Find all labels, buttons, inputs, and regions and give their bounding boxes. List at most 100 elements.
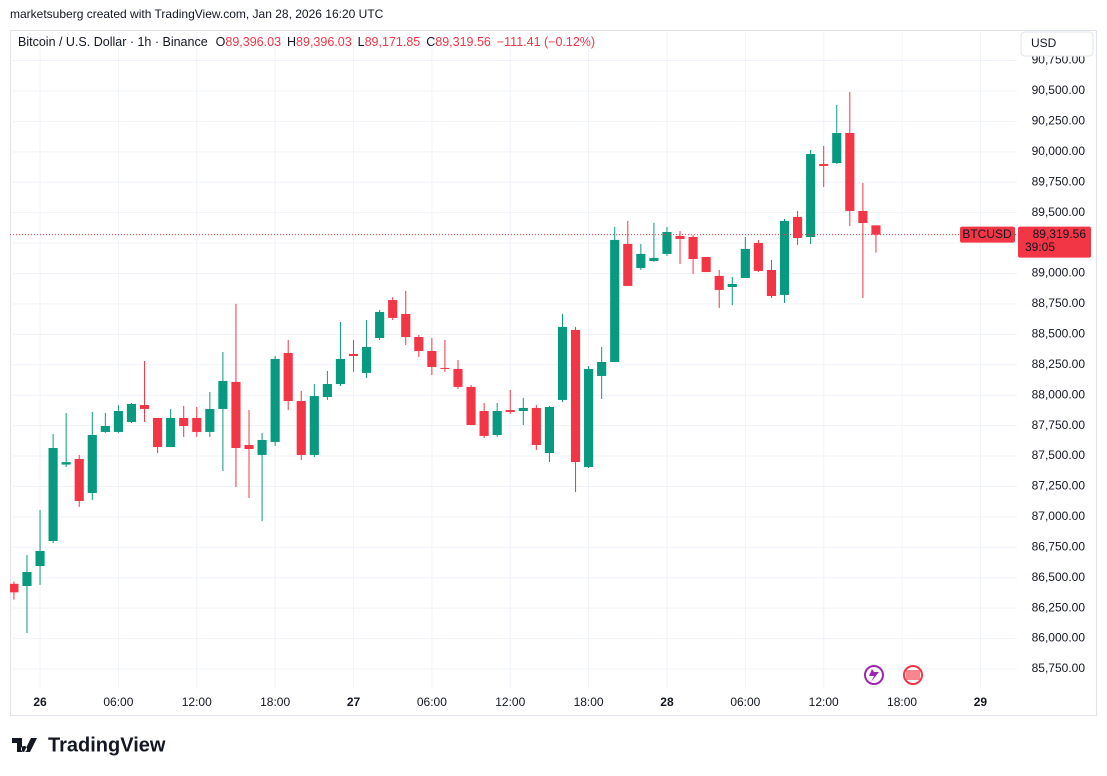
x-tick-label: 26 — [33, 695, 47, 709]
candle-body — [871, 225, 881, 235]
candle-body — [518, 407, 528, 412]
candle-body — [283, 352, 293, 402]
symbol-badge-text: BTCUSD — [962, 227, 1012, 241]
candle-body — [819, 163, 829, 166]
candle-body — [453, 368, 463, 387]
ohlc-value: 89,396.03 — [225, 35, 281, 49]
candle-body — [270, 358, 280, 442]
x-tick-label: 06:00 — [417, 695, 447, 709]
candle-body — [335, 358, 346, 384]
candle-body — [662, 232, 672, 254]
candle-body — [779, 220, 790, 295]
y-tick-label: 87,750.00 — [1032, 418, 1086, 432]
candle-body — [296, 401, 306, 455]
legend-text: Bitcoin / U.S. Dollar · 1h · Binance O89,… — [18, 35, 595, 49]
candle-body — [126, 403, 137, 422]
ohlc-value: 89,396.03 — [296, 35, 352, 49]
change: −111.41 (−0.12%) — [497, 35, 595, 49]
candle-body — [218, 380, 228, 409]
grid — [10, 30, 1017, 689]
candles — [10, 91, 1017, 633]
currency[interactable]: USD — [1031, 36, 1057, 50]
candle-body — [166, 417, 176, 448]
candle-body — [806, 154, 816, 237]
header: marketsuberg created with TradingView.co… — [10, 7, 384, 21]
candle-body — [322, 383, 332, 398]
y-tick-label: 88,750.00 — [1032, 296, 1086, 310]
logo-text: TradingView — [48, 734, 166, 756]
symbol-badge — [960, 226, 1015, 243]
candle-body — [61, 462, 71, 465]
candle-body — [205, 408, 215, 432]
candle-body — [688, 236, 698, 260]
y-tick-label: 86,750.00 — [1032, 539, 1086, 553]
x-tick-label: 27 — [347, 695, 361, 709]
candle-body — [257, 439, 267, 455]
pane-border — [10, 30, 1097, 716]
y-tick-label: 87,250.00 — [1032, 479, 1086, 493]
flag — [906, 670, 920, 680]
candle-body — [74, 458, 84, 501]
currency-button[interactable] — [1020, 31, 1094, 57]
candle-body — [649, 257, 659, 261]
candle-body — [139, 405, 150, 409]
candle-body — [22, 572, 32, 587]
candle-body — [505, 410, 515, 412]
candle-body — [401, 314, 411, 338]
candle-body — [845, 132, 855, 211]
candle-body — [623, 243, 633, 286]
candle-body — [714, 275, 724, 290]
candle-body — [375, 311, 385, 339]
x-tick-label: 18:00 — [887, 695, 917, 709]
x-tick-label: 18:00 — [574, 695, 604, 709]
symbol: Bitcoin / U.S. Dollar · 1h · Binance — [18, 35, 208, 49]
candle-body — [636, 253, 646, 269]
ohlc-key: H — [287, 35, 296, 49]
candle-body — [675, 236, 685, 239]
candle-body — [701, 256, 711, 273]
y-axis: 85,750.00 86,000.00 86,250.00 86,500.00 86,7… — [1032, 56, 1086, 675]
candle-body — [427, 351, 437, 367]
legend: Bitcoin / U.S. Dollar · 1h · Binance O89,… — [18, 35, 595, 49]
y-tick-label: 89,750.00 — [1032, 174, 1086, 188]
candle-body — [361, 347, 372, 373]
x-tick-label: 06:00 — [730, 695, 760, 709]
y-tick-label: 88,500.00 — [1032, 327, 1086, 341]
candle-body — [388, 300, 398, 318]
icons — [864, 665, 923, 685]
candle-body — [440, 367, 450, 369]
ohlc-key: C — [426, 35, 435, 49]
candle-body — [832, 132, 842, 164]
y-tick-label: 87,500.00 — [1032, 448, 1086, 462]
ohlc-value: 89,171.85 — [365, 35, 421, 49]
y-tick-label: 87,000.00 — [1032, 509, 1086, 523]
candle-body — [244, 444, 254, 449]
candle-body — [610, 239, 620, 362]
candle-body — [231, 381, 241, 449]
x-tick-label: 12:00 — [809, 695, 839, 709]
event-bolt — [869, 669, 879, 682]
y-tick-label: 90,000.00 — [1032, 144, 1086, 158]
candle-body — [531, 407, 541, 445]
candle-body — [35, 550, 45, 567]
candle-body — [348, 353, 359, 357]
logo-mark — [12, 738, 37, 752]
candle-body — [100, 425, 110, 432]
y-tick-label: 90,250.00 — [1032, 114, 1086, 128]
y-tick-label: 88,250.00 — [1032, 357, 1086, 371]
x-tick-label: 12:00 — [495, 695, 525, 709]
y-tick-label: 86,250.00 — [1032, 600, 1086, 614]
event-icon[interactable] — [864, 665, 884, 685]
candle-body — [479, 411, 489, 436]
x-tick-label: 06:00 — [103, 695, 133, 709]
candle-body — [87, 434, 97, 494]
countdown: 39:05 — [1025, 240, 1055, 254]
y-tick-label: 86,500.00 — [1032, 570, 1086, 584]
y-tick-label: 88,000.00 — [1032, 387, 1086, 401]
candle-body — [597, 361, 607, 376]
candle-body — [544, 406, 554, 453]
candle-body — [793, 216, 803, 238]
candle-body — [727, 283, 737, 288]
